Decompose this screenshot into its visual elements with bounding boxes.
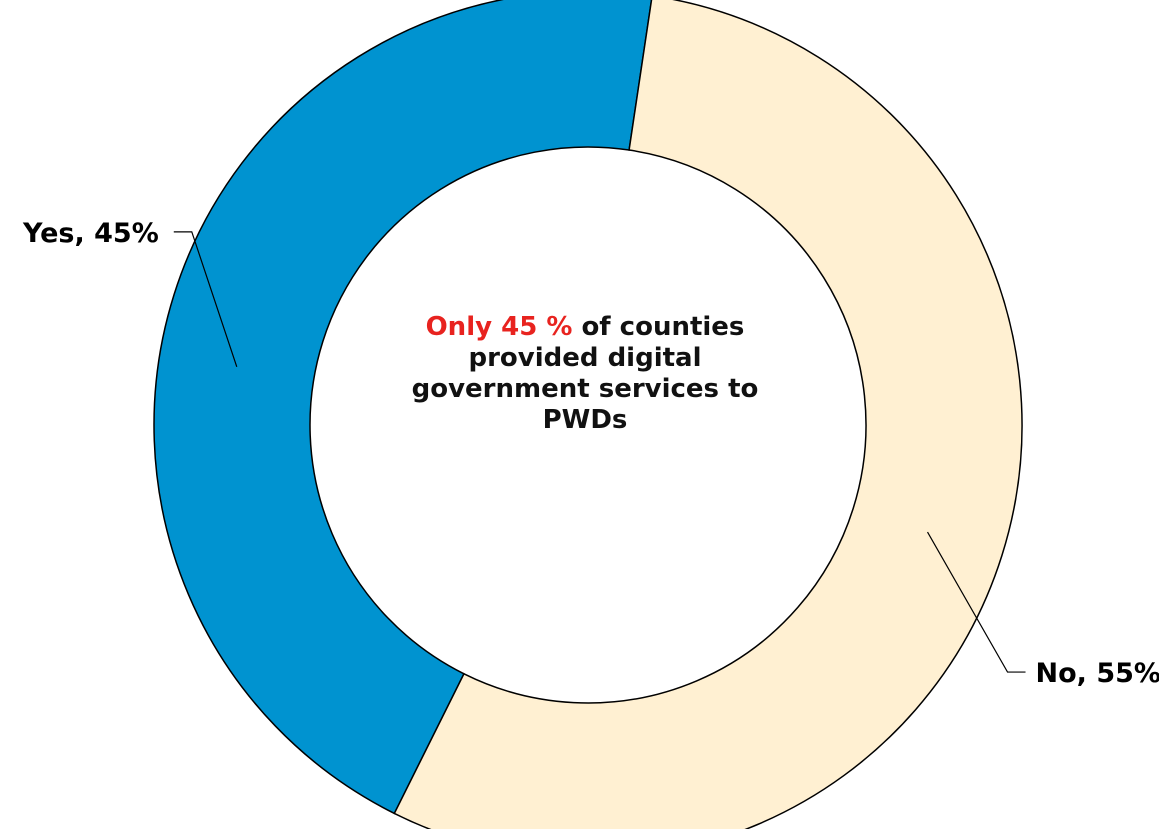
leader-lines-layer [173,231,1026,673]
data-label-no: No, 55% [1036,658,1159,689]
slices-layer [153,0,1023,833]
leader-line-yes [173,231,238,368]
center-annotation-text: of counties provided digital government … [411,312,759,435]
data-label-yes: Yes, 45% [22,218,159,249]
donut-slice-yes [153,0,653,815]
center-annotation-highlight: Only 45 % [425,312,573,342]
donut-slice-no [393,0,1023,833]
center-annotation: Only 45 % of counties provided digital g… [400,312,770,436]
leader-line-no [927,531,1026,673]
data-labels-layer: Yes, 45% No, 55% [22,218,1159,689]
